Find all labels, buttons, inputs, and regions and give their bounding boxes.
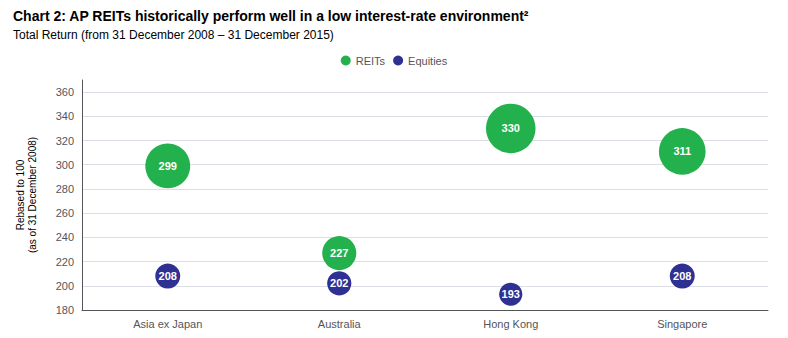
svg-text:208: 208 xyxy=(673,270,691,282)
svg-text:300: 300 xyxy=(56,159,74,171)
svg-text:Equities: Equities xyxy=(408,55,448,67)
svg-text:Rebased to 100: Rebased to 100 xyxy=(15,159,26,230)
svg-text:360: 360 xyxy=(56,86,74,98)
svg-text:Asia ex Japan: Asia ex Japan xyxy=(133,318,202,330)
svg-text:193: 193 xyxy=(502,288,520,300)
svg-text:Singapore: Singapore xyxy=(657,318,707,330)
svg-text:Total Return (from 31 December: Total Return (from 31 December 2008 – 31… xyxy=(13,28,334,42)
svg-text:260: 260 xyxy=(56,207,74,219)
svg-text:220: 220 xyxy=(56,256,74,268)
svg-text:180: 180 xyxy=(56,304,74,316)
svg-text:200: 200 xyxy=(56,280,74,292)
svg-text:280: 280 xyxy=(56,183,74,195)
svg-text:Hong Kong: Hong Kong xyxy=(483,318,538,330)
svg-text:330: 330 xyxy=(502,122,520,134)
svg-text:227: 227 xyxy=(330,247,348,259)
svg-text:311: 311 xyxy=(673,145,691,157)
svg-text:202: 202 xyxy=(330,277,348,289)
svg-text:REITs: REITs xyxy=(356,55,386,67)
svg-text:299: 299 xyxy=(159,160,177,172)
svg-text:Australia: Australia xyxy=(318,318,362,330)
svg-text:340: 340 xyxy=(56,110,74,122)
svg-text:Chart 2: AP REITs historically: Chart 2: AP REITs historically perform w… xyxy=(13,8,529,24)
svg-text:240: 240 xyxy=(56,231,74,243)
svg-text:(as of 31 December 2008): (as of 31 December 2008) xyxy=(27,137,38,253)
svg-text:208: 208 xyxy=(159,270,177,282)
svg-text:320: 320 xyxy=(56,135,74,147)
